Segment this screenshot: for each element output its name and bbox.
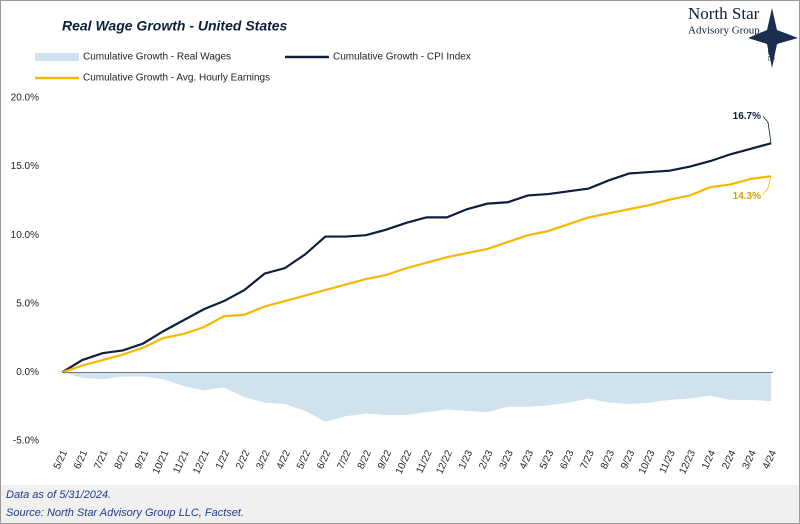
note: Data as of 5/31/2024. <box>6 489 111 501</box>
data-label: 14.3% <box>733 191 761 202</box>
legend-label: Cumulative Growth - CPI Index <box>333 52 471 63</box>
logo-subtitle: Advisory Group <box>688 25 760 37</box>
leader-line <box>762 116 772 144</box>
y-tick-label: 15.0% <box>11 161 39 172</box>
leader-line <box>762 176 772 195</box>
legend-swatch <box>35 53 79 61</box>
legend-label: Cumulative Growth - Avg. Hourly Earnings <box>83 73 270 84</box>
y-tick-label: 10.0% <box>11 230 39 241</box>
y-tick-label: -5.0% <box>13 436 39 447</box>
legend-label: Cumulative Growth - Real Wages <box>83 52 231 63</box>
logo-star <box>748 8 798 68</box>
footer-band <box>1 485 799 523</box>
chart-title: Real Wage Growth - United States <box>62 18 288 34</box>
area <box>62 372 771 422</box>
line <box>61 175 772 374</box>
y-tick-label: 20.0% <box>11 93 39 104</box>
logo-name: North Star <box>688 4 760 23</box>
y-tick-label: 0.0% <box>16 367 39 378</box>
line <box>61 142 772 374</box>
data-label: 16.7% <box>733 111 761 122</box>
y-tick-label: 5.0% <box>16 298 39 309</box>
note: Source: North Star Advisory Group LLC, F… <box>6 507 244 519</box>
